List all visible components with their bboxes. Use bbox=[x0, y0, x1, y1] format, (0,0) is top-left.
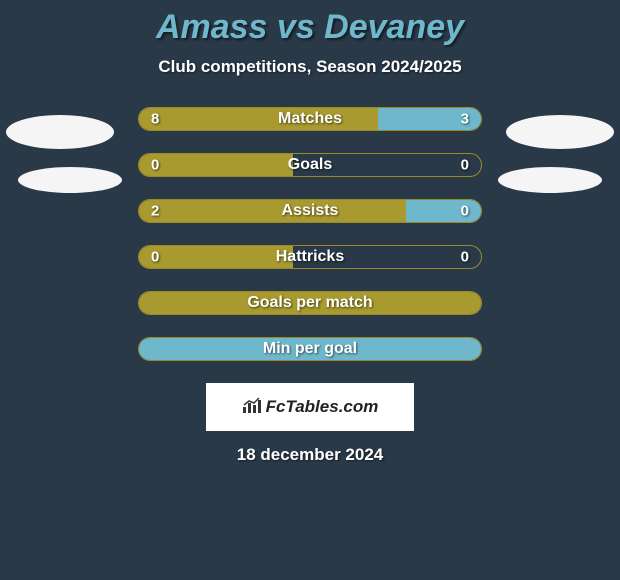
mpg-label: Min per goal bbox=[139, 340, 481, 358]
logo-text: FcTables.com bbox=[266, 397, 379, 417]
bar-goals: 0 Goals 0 bbox=[138, 153, 482, 177]
bar-hattricks: 0 Hattricks 0 bbox=[138, 245, 482, 269]
bar-assists: 2 Assists 0 bbox=[138, 199, 482, 223]
avatar-player-2-top bbox=[506, 115, 614, 149]
avatar-player-1-top bbox=[6, 115, 114, 149]
date-text: 18 december 2024 bbox=[0, 445, 620, 465]
assists-value-right: 0 bbox=[461, 203, 469, 220]
matches-value-right: 3 bbox=[461, 111, 469, 128]
chart-icon bbox=[242, 397, 262, 418]
bar-matches: 8 Matches 3 bbox=[138, 107, 482, 131]
goals-value-right: 0 bbox=[461, 157, 469, 174]
avatar-player-2-bottom bbox=[498, 167, 602, 193]
bars-container: 8 Matches 3 0 Goals 0 2 Assists 0 bbox=[138, 107, 482, 361]
matches-label: Matches bbox=[139, 110, 481, 128]
fctables-logo[interactable]: FcTables.com bbox=[206, 383, 414, 431]
bar-min-per-goal: Min per goal bbox=[138, 337, 482, 361]
bar-goals-per-match: Goals per match bbox=[138, 291, 482, 315]
gpm-label: Goals per match bbox=[139, 294, 481, 312]
container: Amass vs Devaney Club competitions, Seas… bbox=[0, 0, 620, 465]
avatar-player-1-bottom bbox=[18, 167, 122, 193]
hattricks-label: Hattricks bbox=[139, 248, 481, 266]
hattricks-value-right: 0 bbox=[461, 249, 469, 266]
stats-area: 8 Matches 3 0 Goals 0 2 Assists 0 bbox=[0, 107, 620, 361]
page-title: Amass vs Devaney bbox=[0, 8, 620, 47]
goals-label: Goals bbox=[139, 156, 481, 174]
assists-label: Assists bbox=[139, 202, 481, 220]
subtitle: Club competitions, Season 2024/2025 bbox=[0, 57, 620, 77]
